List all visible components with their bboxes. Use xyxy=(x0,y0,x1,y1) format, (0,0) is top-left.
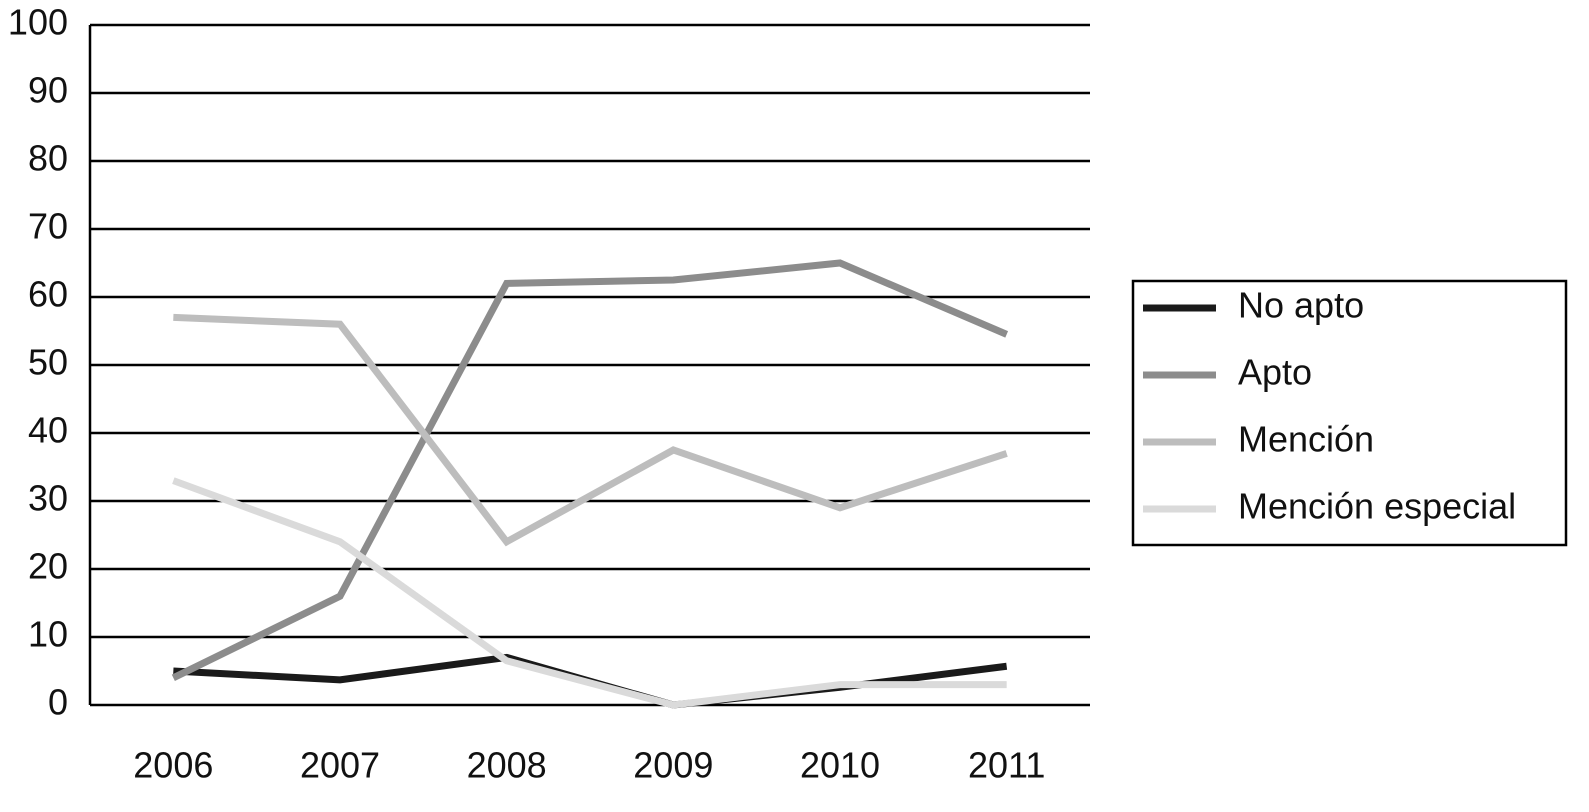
y-tick-label: 80 xyxy=(28,138,68,179)
x-tick-label: 2006 xyxy=(133,745,213,786)
y-tick-label: 100 xyxy=(8,2,68,43)
legend-label: Mención xyxy=(1238,419,1374,460)
legend-box xyxy=(1131,279,1568,547)
y-tick-label: 60 xyxy=(28,274,68,315)
y-tick-label: 0 xyxy=(48,682,68,723)
legend-label: Mención especial xyxy=(1238,486,1516,527)
y-tick-label: 90 xyxy=(28,70,68,111)
y-tick-label: 10 xyxy=(28,614,68,655)
x-tick-label: 2010 xyxy=(800,745,880,786)
x-tick-label: 2009 xyxy=(633,745,713,786)
x-tick-label: 2011 xyxy=(968,745,1045,786)
series-line xyxy=(173,313,1008,547)
y-tick-label: 50 xyxy=(28,342,68,383)
series-line xyxy=(172,477,1007,709)
x-tick-label: 2008 xyxy=(467,745,547,786)
y-tick-label: 20 xyxy=(28,546,68,587)
y-tick-label: 70 xyxy=(28,206,68,247)
y-tick-label: 30 xyxy=(28,478,68,519)
series-line xyxy=(171,259,1009,681)
y-tick-label: 40 xyxy=(28,410,68,451)
legend-label: No apto xyxy=(1238,285,1364,326)
legend-label: Apto xyxy=(1238,352,1312,393)
x-tick-label: 2007 xyxy=(300,745,380,786)
